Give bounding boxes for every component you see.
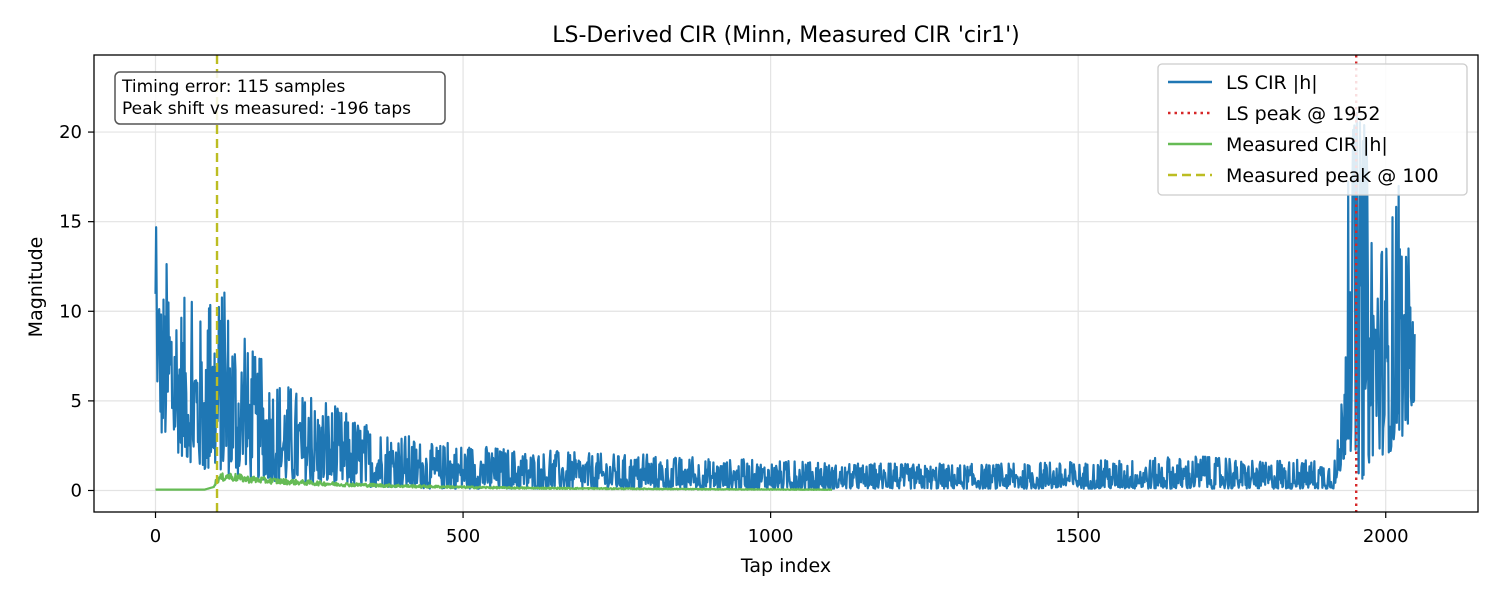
x-tick-label: 500: [446, 526, 480, 547]
x-tick-label: 1500: [1055, 526, 1101, 547]
y-tick-label: 0: [71, 480, 82, 501]
annotation-frame: [114, 71, 446, 125]
annotation-line-peak-shift: Peak shift vs measured: -196 taps: [122, 99, 411, 119]
series-measured-cir-line: [155, 472, 833, 491]
y-tick-label: 15: [59, 212, 82, 233]
x-tick-label: 1000: [748, 526, 794, 547]
legend-label-measured-peak: Measured peak @ 100: [1226, 165, 1439, 187]
x-tick-label: 2000: [1363, 526, 1409, 547]
legend-label-ls-peak: LS peak @ 1952: [1226, 103, 1381, 125]
data-layer: [154, 55, 1416, 512]
y-tick-label: 5: [71, 391, 82, 412]
x-axis-label: Tap index: [740, 555, 831, 577]
series-ls-cir-line: [154, 111, 1416, 490]
legend-frame: [1157, 63, 1468, 196]
axis-ticks: 0 500 1000 1500 2000 0 5 10 15 20: [59, 122, 1409, 547]
legend-label-ls-cir: LS CIR |h|: [1226, 72, 1318, 94]
timing-annotation-box: Timing error: 115 samples Peak shift vs …: [114, 71, 446, 125]
plot-area-frame: [93, 54, 1479, 513]
chart-title: LS-Derived CIR (Minn, Measured CIR 'cir1…: [552, 23, 1020, 48]
legend-label-measured-cir: Measured CIR |h|: [1226, 134, 1388, 156]
x-tick-label: 0: [150, 526, 161, 547]
y-tick-label: 20: [59, 122, 82, 143]
y-tick-label: 10: [59, 301, 82, 322]
chart-legend: LS CIR |h| LS peak @ 1952 Measured CIR |…: [1157, 63, 1468, 196]
annotation-line-timing: Timing error: 115 samples: [121, 77, 345, 97]
y-axis-label: Magnitude: [25, 237, 47, 338]
